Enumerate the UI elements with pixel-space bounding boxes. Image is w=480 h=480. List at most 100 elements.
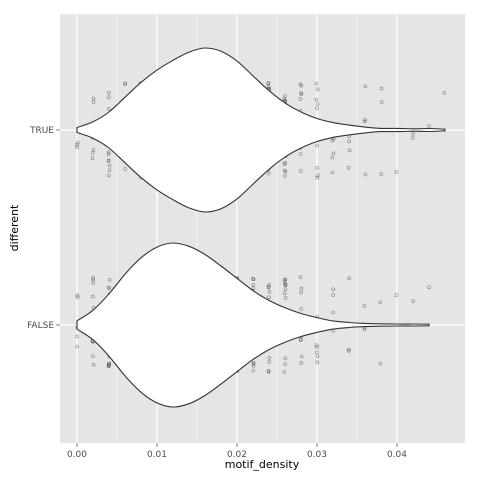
data-point-false	[299, 360, 304, 365]
violin-true	[76, 47, 446, 213]
x-tick-label: 0.04	[387, 450, 407, 460]
data-point-false	[251, 282, 256, 287]
data-point-false	[298, 275, 303, 280]
x-axis: 0.00 0.01 0.02 0.03 0.04	[67, 443, 407, 460]
data-point-false	[107, 277, 112, 282]
data-point-false	[266, 369, 271, 373]
data-point-false	[282, 291, 287, 296]
data-point-false	[314, 350, 319, 355]
data-point-false	[411, 299, 416, 304]
data-point-true	[123, 167, 127, 171]
data-point-true	[330, 155, 335, 160]
data-point-true	[379, 100, 384, 104]
data-point-false	[378, 361, 383, 366]
data-point-false	[282, 370, 287, 374]
data-point-true	[107, 173, 111, 178]
data-point-true	[106, 95, 111, 99]
data-point-true	[315, 143, 319, 148]
data-point-false	[331, 287, 336, 292]
plot-panel	[60, 14, 465, 443]
data-point-false	[299, 307, 304, 311]
data-point-false	[107, 286, 111, 290]
data-point-false	[91, 354, 95, 359]
data-point-false	[91, 294, 95, 299]
data-point-true	[123, 81, 127, 86]
x-tick-label: 0.00	[67, 450, 87, 460]
data-point-false	[298, 338, 303, 342]
data-point-true	[282, 174, 287, 178]
y-tick-label: TRUE	[29, 126, 54, 136]
data-point-false	[75, 334, 79, 339]
data-point-true	[315, 175, 320, 180]
data-point-true	[315, 106, 319, 111]
data-point-false	[251, 276, 255, 281]
data-point-true	[107, 90, 111, 95]
data-point-false	[267, 355, 272, 360]
data-point-false	[362, 327, 367, 332]
data-point-false	[427, 285, 431, 290]
data-point-true	[314, 81, 319, 86]
data-point-false	[283, 295, 288, 300]
data-point-false	[346, 347, 351, 352]
data-point-false	[283, 356, 288, 361]
data-point-true	[363, 172, 368, 177]
data-point-true	[298, 169, 303, 173]
data-point-false	[267, 289, 272, 294]
data-point-true	[347, 148, 352, 152]
data-point-true	[283, 160, 288, 165]
data-point-false	[299, 286, 304, 291]
data-point-true	[107, 163, 112, 168]
data-point-false	[315, 360, 320, 365]
x-axis-title: motif_density	[225, 458, 300, 471]
data-point-true	[442, 90, 447, 95]
data-point-false	[266, 285, 271, 290]
data-point-true	[106, 158, 111, 163]
data-point-false	[314, 343, 319, 348]
data-point-false	[75, 293, 79, 298]
data-point-false	[283, 362, 288, 367]
data-point-true	[314, 97, 319, 102]
data-point-true	[330, 170, 335, 175]
data-point-false	[267, 282, 272, 287]
data-point-true	[76, 140, 80, 145]
y-axis-title: different	[8, 204, 21, 251]
data-point-true	[107, 150, 111, 154]
data-point-true	[266, 81, 271, 85]
data-point-false	[283, 287, 288, 292]
violin-false	[76, 242, 430, 408]
data-point-false	[76, 295, 80, 299]
data-point-true	[427, 124, 431, 128]
data-point-false	[91, 277, 95, 282]
data-point-true	[410, 136, 415, 140]
data-point-true	[315, 173, 320, 177]
data-point-false	[267, 295, 271, 300]
data-point-true	[394, 170, 399, 174]
data-point-false	[267, 360, 272, 364]
data-point-true	[298, 97, 303, 101]
data-point-true	[282, 168, 287, 173]
data-point-false	[91, 362, 96, 367]
data-point-false	[315, 354, 320, 359]
data-point-true	[266, 84, 271, 89]
data-point-true	[298, 152, 303, 156]
data-point-true	[90, 151, 95, 155]
data-point-false	[251, 361, 256, 366]
data-point-false	[362, 303, 367, 308]
data-point-true	[347, 139, 351, 144]
data-point-false	[331, 310, 336, 315]
data-point-true	[379, 86, 384, 91]
data-point-true	[75, 145, 80, 149]
data-point-true	[298, 82, 303, 86]
data-point-true	[90, 156, 95, 160]
data-point-false	[75, 344, 80, 349]
data-point-true	[331, 151, 336, 156]
data-point-true	[266, 171, 271, 176]
data-point-true	[107, 168, 112, 172]
data-point-true	[346, 165, 351, 170]
data-point-true	[363, 84, 368, 89]
data-point-true	[363, 118, 368, 122]
data-point-true	[107, 107, 111, 111]
data-point-false	[91, 275, 95, 280]
data-point-true	[282, 97, 287, 101]
